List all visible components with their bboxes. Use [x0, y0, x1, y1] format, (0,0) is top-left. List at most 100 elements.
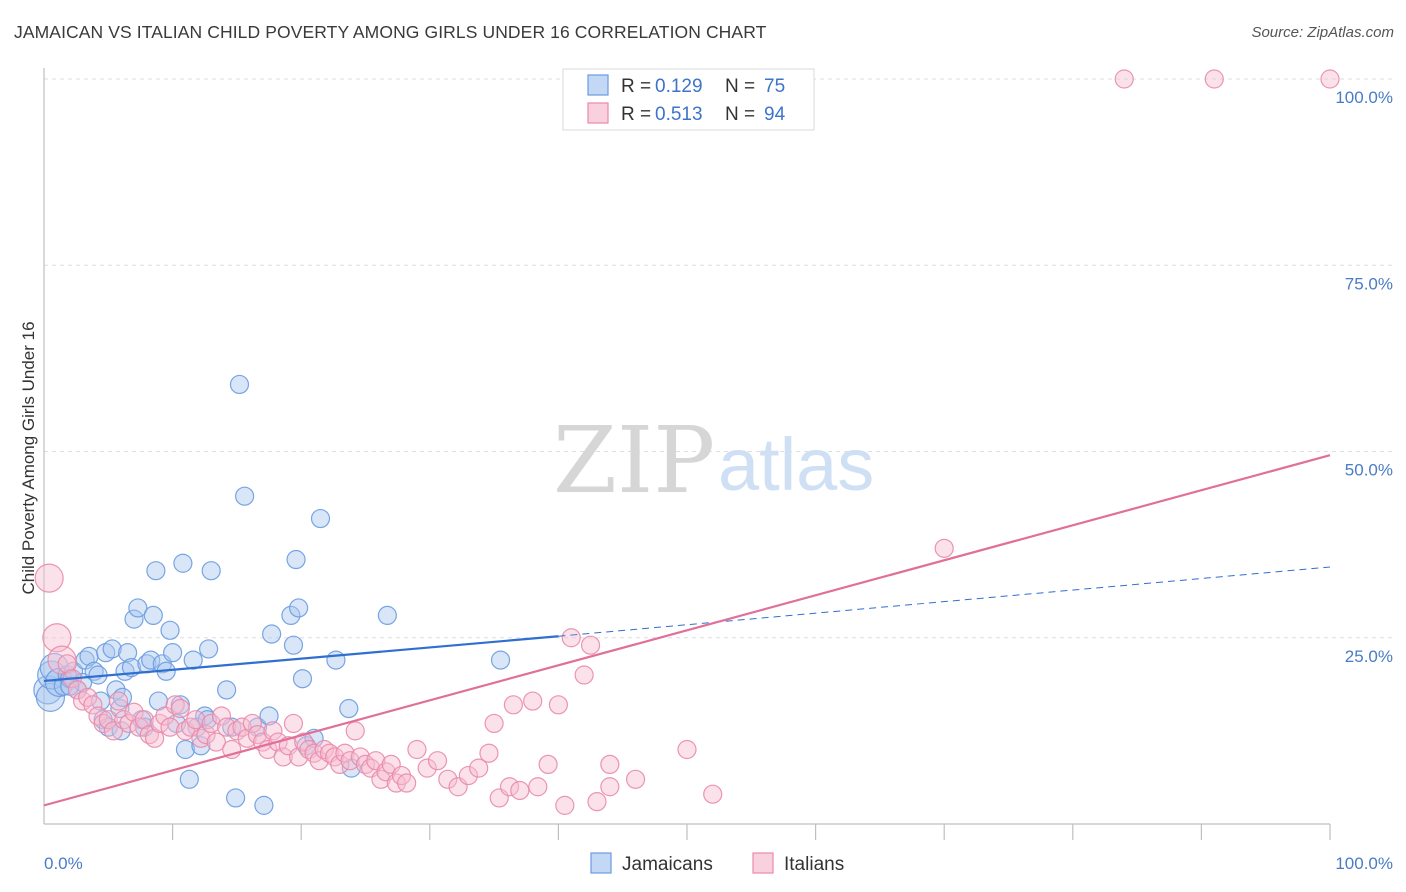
italians-point [407, 739, 427, 760]
italians-point [555, 795, 575, 815]
jamaicans-point [235, 486, 255, 506]
jamaicans-point [377, 605, 397, 626]
italians-points [34, 69, 1340, 815]
italians-point [134, 710, 154, 730]
italians-point [201, 713, 221, 734]
x-tick-label-min: 0.0% [44, 854, 83, 873]
jamaicans-point [254, 795, 274, 815]
italians-point [538, 754, 558, 775]
italians-point [677, 739, 697, 760]
jamaicans-point [146, 561, 166, 581]
italians-point [217, 717, 237, 737]
legend-n-value-1: 75 [764, 76, 785, 97]
jamaicans-point [175, 739, 196, 760]
italians-point [479, 743, 499, 763]
legend-swatch-italians [587, 102, 609, 124]
bottom-legend-italians: Italians [784, 854, 844, 875]
jamaicans-point [143, 605, 163, 626]
italians-point [355, 754, 376, 775]
italians-point [703, 784, 723, 804]
jamaicans-point [199, 639, 219, 659]
jamaicans-point [201, 561, 221, 581]
jamaicans-point [124, 609, 144, 629]
italians-point [283, 713, 304, 734]
jamaicans-point [262, 624, 282, 644]
italians-point [160, 717, 180, 737]
italians-point [165, 695, 185, 715]
italians-point [528, 777, 548, 797]
italians-point [1320, 69, 1340, 89]
italians-point [119, 713, 139, 734]
jamaicans-point [173, 553, 193, 573]
chart-title: JAMAICAN VS ITALIAN CHILD POVERTY AMONG … [14, 22, 767, 42]
jamaicans-point [35, 682, 66, 712]
jamaicans-point [106, 680, 126, 700]
jamaicans-point [339, 698, 359, 719]
italians-point [469, 758, 489, 778]
top-legend: R = 0.129 N = 75 R = 0.513 N = 94 [562, 68, 815, 131]
jamaicans-point [112, 687, 133, 707]
x-tick-label-max: 100.0% [1335, 854, 1393, 873]
italians-point [484, 713, 504, 734]
jamaicans-trend-line [43, 635, 559, 683]
italians-point [47, 645, 77, 675]
italians-point [83, 695, 103, 715]
italians-point [237, 728, 257, 748]
jamaicans-point [110, 698, 130, 719]
italians-point [510, 780, 530, 801]
italians-point [330, 754, 350, 775]
jamaicans-point [229, 374, 250, 395]
italians-point [314, 739, 334, 760]
tick-labels: 25.0% 50.0% 75.0% 100.0% 0.0% 100.0% [44, 88, 1393, 873]
italians-point [289, 747, 309, 767]
italians-point [625, 769, 646, 789]
italians-point [67, 680, 88, 700]
italians-point [587, 792, 607, 812]
italians-point [206, 732, 226, 752]
legend-r-label-1: R = [621, 76, 651, 97]
jamaicans-point [283, 635, 304, 655]
jamaicans-point [102, 639, 122, 659]
italians-point [561, 628, 581, 648]
italians-trend-line [43, 454, 1331, 807]
bottom-legend-swatch-italians [752, 852, 774, 874]
jamaicans-point [286, 549, 306, 570]
jamaicans-point [226, 788, 246, 808]
jamaicans-point [310, 508, 331, 529]
jamaicans-point [111, 721, 131, 741]
watermark-atlas: atlas [718, 423, 874, 506]
italians-point [211, 706, 232, 726]
y-axis-label: Child Poverty Among Girls Under 16 [19, 321, 38, 594]
jamaicans-point [179, 769, 199, 789]
jamaicans-trend-extension [558, 566, 1331, 637]
legend-r-value-2: 0.513 [655, 104, 703, 125]
jamaicans-point [490, 650, 511, 670]
legend-n-label-1: N = [725, 76, 755, 97]
jamaicans-point [117, 643, 138, 663]
italians-point [93, 713, 113, 734]
italians-point [98, 710, 118, 730]
italians-point [523, 691, 543, 711]
italians-point [580, 635, 601, 655]
italians-point [397, 773, 417, 793]
jamaicans-point [163, 643, 183, 663]
italians-point [548, 695, 569, 715]
italians-point [1204, 69, 1224, 89]
watermark: ZIP atlas [553, 407, 874, 514]
watermark-zip: ZIP [553, 407, 715, 514]
axes [43, 68, 1331, 840]
italians-point [503, 695, 523, 715]
italians-point [227, 721, 247, 741]
italians-point [191, 728, 211, 748]
italians-point [186, 710, 206, 730]
jamaicans-point [160, 620, 180, 640]
italians-point [72, 691, 93, 711]
italians-point [600, 777, 620, 797]
jamaicans-point [191, 736, 211, 756]
source-label: Source: ZipAtlas.com [1251, 24, 1394, 41]
legend-swatch-jamaicans [587, 74, 609, 96]
italians-point [108, 691, 129, 711]
italians-point [42, 623, 72, 653]
jamaicans-point [141, 650, 161, 670]
